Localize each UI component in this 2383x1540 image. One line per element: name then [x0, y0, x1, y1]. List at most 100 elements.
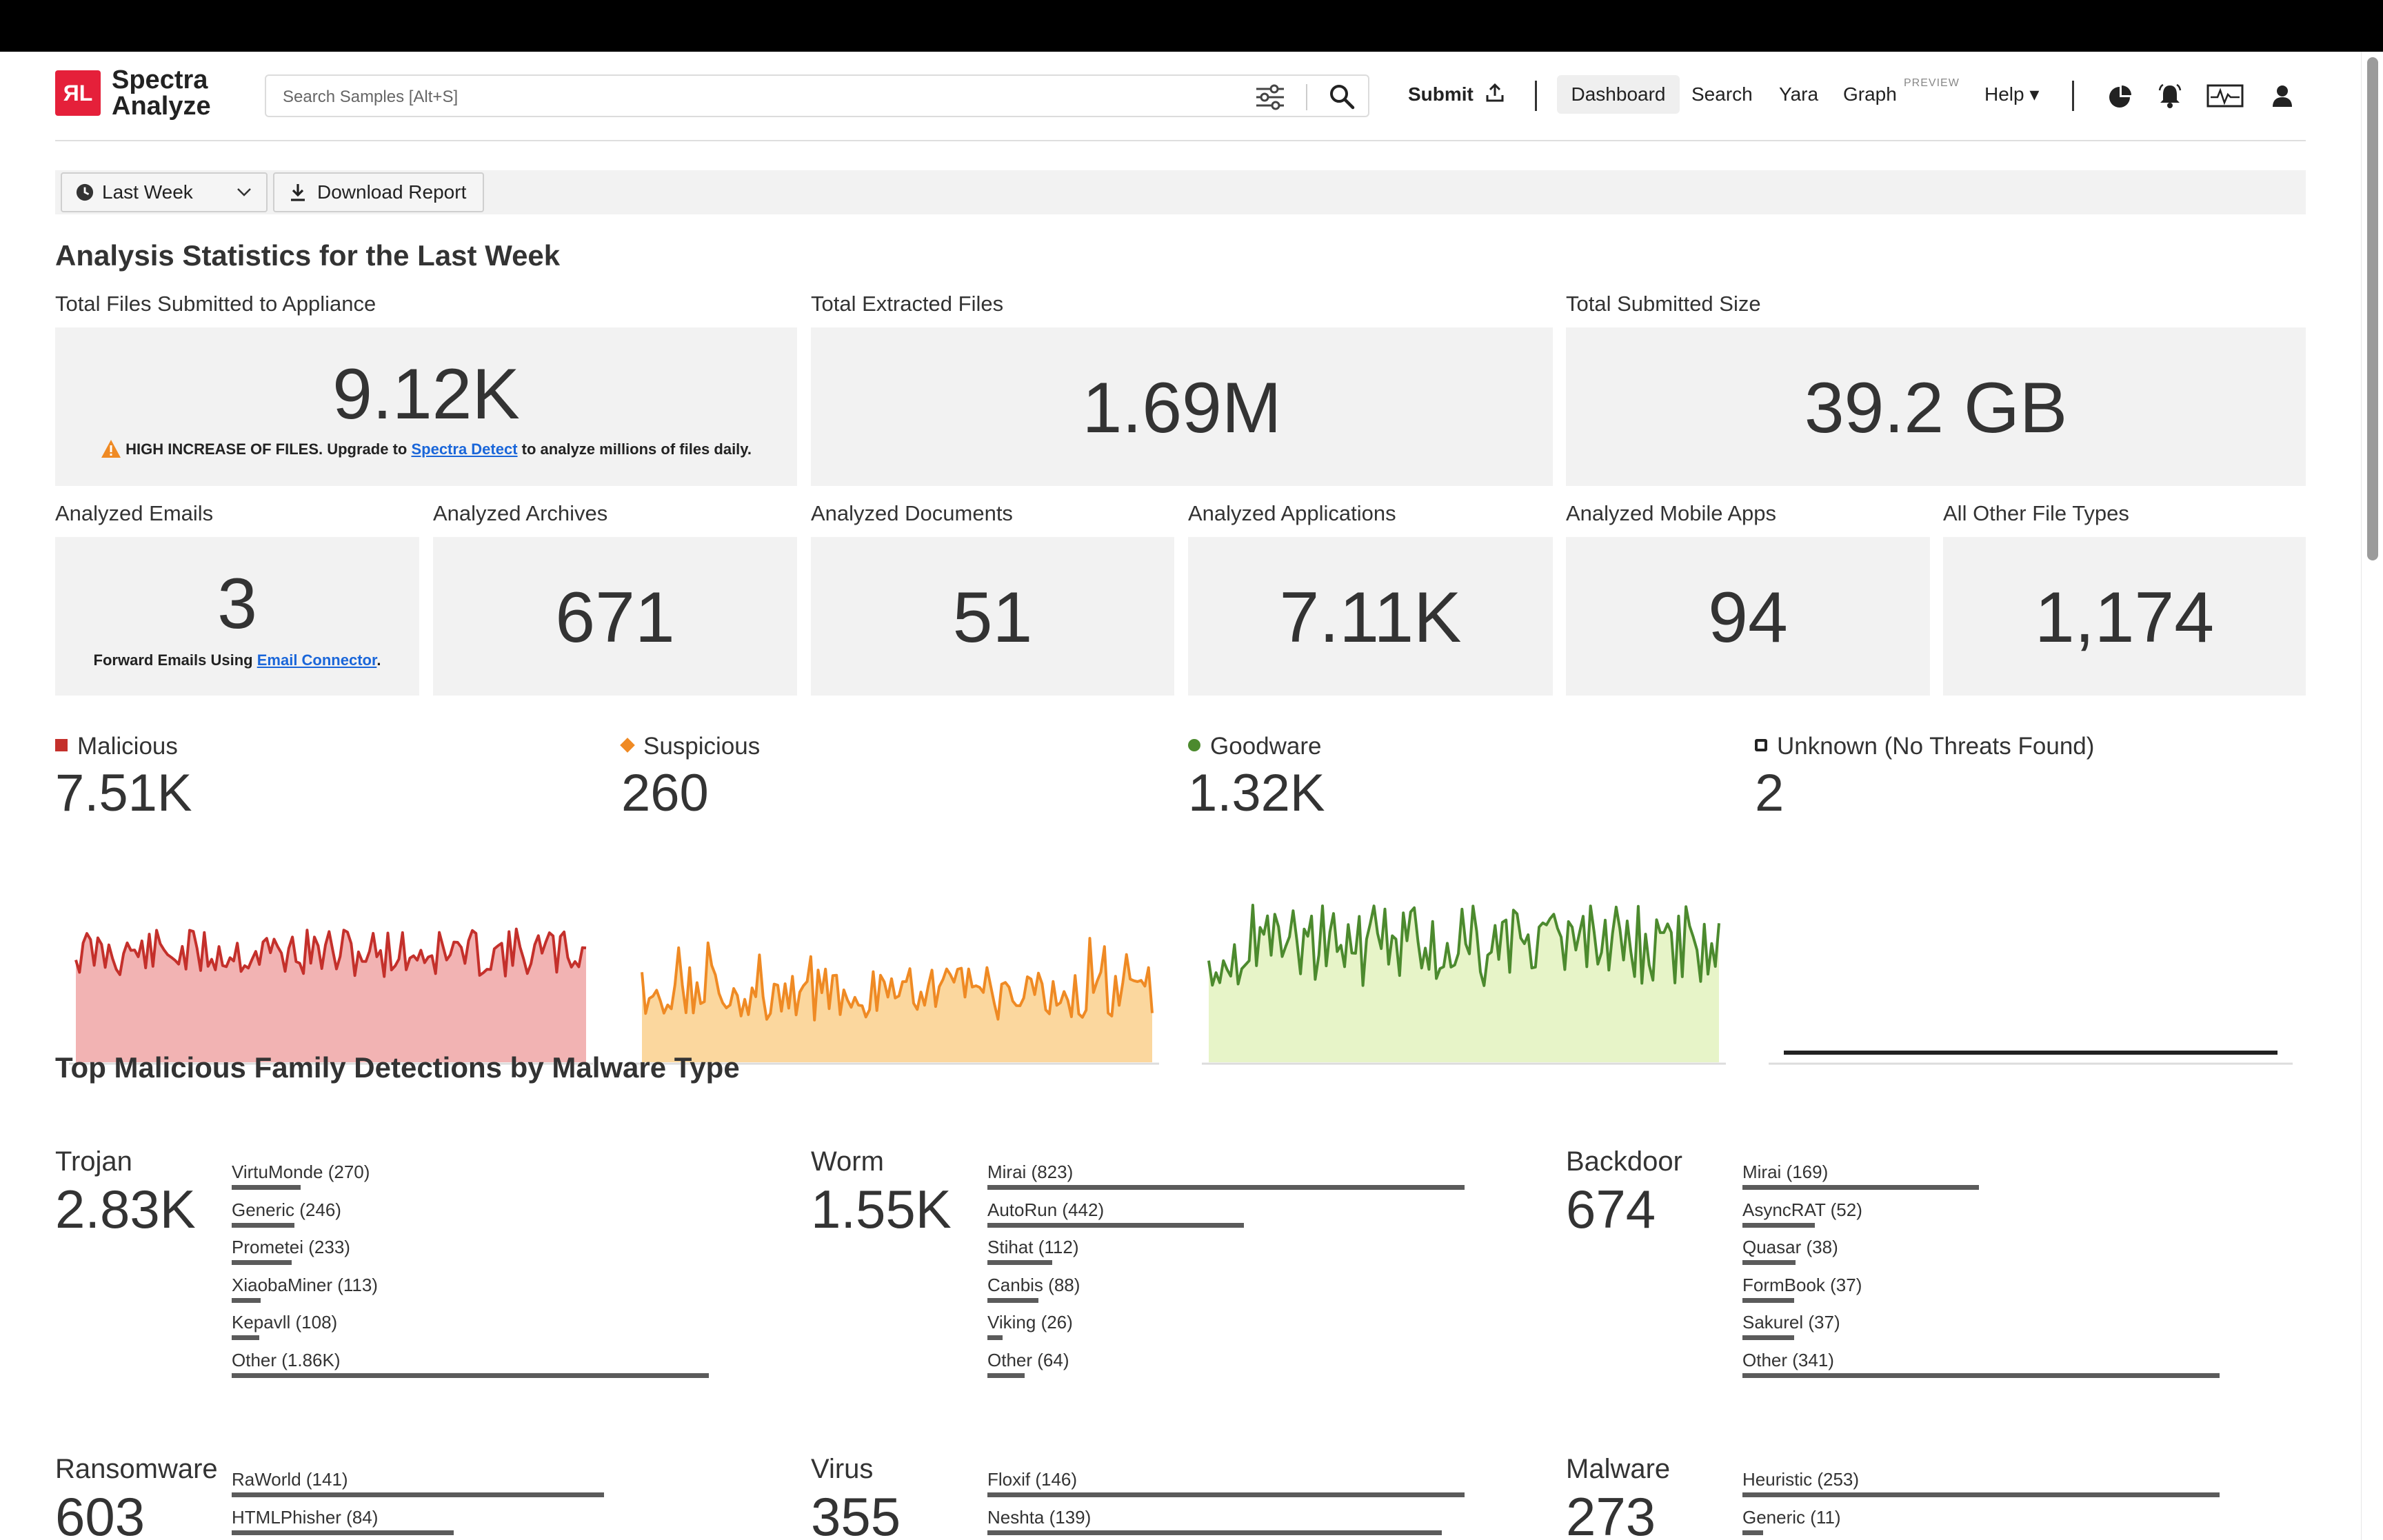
family-item-label[interactable]: Mirai (169)	[1742, 1162, 1829, 1182]
activity-monitor-icon[interactable]	[2206, 82, 2244, 110]
families-title: Top Malicious Family Detections by Malwa…	[55, 1051, 740, 1084]
family-item-label[interactable]: XiaobaMiner (113)	[232, 1274, 378, 1295]
extracted-files-card[interactable]: 1.69M	[811, 327, 1553, 486]
sparkline-line	[74, 927, 587, 978]
documents-card[interactable]: 51	[811, 537, 1174, 696]
filter-sliders-icon[interactable]	[1255, 84, 1285, 110]
mobile-apps-label: Analyzed Mobile Apps	[1566, 501, 1777, 525]
family-item-bar	[1742, 1492, 2220, 1497]
family-item-label[interactable]: HTMLPhisher (84)	[232, 1506, 379, 1528]
verdict-trend-sparkline	[635, 937, 1159, 1065]
submit-label: Submit	[1408, 83, 1474, 105]
family-item-label[interactable]: Generic (246)	[232, 1199, 341, 1220]
page-scrollbar[interactable]	[2361, 52, 2383, 1540]
family-item-bar	[1742, 1222, 1816, 1228]
family-item-bar	[232, 1372, 709, 1378]
time-range-dropdown[interactable]: Last Week	[61, 172, 268, 212]
family-item-label[interactable]: AsyncRAT (52)	[1742, 1199, 1862, 1220]
nav-graph[interactable]: Graph PREVIEW	[1843, 75, 1959, 114]
family-item-bar	[232, 1222, 295, 1228]
app-header: ЯL Spectra Analyze Submit	[0, 52, 2361, 141]
malware-type-count: 273	[1566, 1486, 1656, 1540]
family-item-bar	[1742, 1530, 1763, 1535]
nav-help-dropdown[interactable]: Help ▾	[1984, 83, 2040, 105]
family-item-label[interactable]: AutoRun (442)	[987, 1199, 1105, 1220]
applications-label: Analyzed Applications	[1188, 501, 1396, 525]
verdict-count: 7.51K	[55, 764, 192, 822]
family-item-label[interactable]: Generic (11)	[1742, 1506, 1841, 1528]
nav-dashboard[interactable]: Dashboard	[1557, 75, 1680, 114]
family-item-label[interactable]: Viking (26)	[987, 1312, 1073, 1333]
family-item-label[interactable]: FormBook (37)	[1742, 1274, 1862, 1295]
upload-icon	[1486, 83, 1504, 102]
bell-icon[interactable]	[2156, 82, 2184, 110]
family-item-bar	[232, 1297, 261, 1303]
submitted-size-value: 39.2 GB	[1804, 368, 2068, 448]
archives-card[interactable]: 671	[433, 537, 797, 696]
family-item-bar	[232, 1185, 301, 1190]
family-item-label[interactable]: VirtuMonde (270)	[232, 1162, 370, 1182]
family-item-label[interactable]: Neshta (139)	[987, 1506, 1092, 1528]
scrollbar-thumb[interactable]	[2367, 57, 2378, 560]
family-item-label[interactable]: Canbis (88)	[987, 1274, 1080, 1295]
verdict-marker-icon	[1188, 738, 1200, 751]
verdict-label-text: Goodware	[1210, 733, 1322, 760]
nav-search[interactable]: Search	[1691, 83, 1753, 105]
extracted-files-value: 1.69M	[1082, 368, 1282, 448]
logo-mark[interactable]: ЯL	[55, 70, 101, 116]
malware-type-label: Malware	[1566, 1454, 1671, 1484]
upgrade-note-text: HIGH INCREASE OF FILES. Upgrade to	[125, 440, 408, 458]
family-item-label[interactable]: Other (1.86K)	[232, 1349, 341, 1370]
family-item-label[interactable]: RaWorld (141)	[232, 1469, 348, 1490]
pie-chart-icon[interactable]	[2106, 82, 2133, 110]
family-item-label[interactable]: Mirai (823)	[987, 1162, 1074, 1182]
email-connector-note: Forward Emails Using Email Connector.	[55, 651, 419, 669]
submitted-size-card[interactable]: 39.2 GB	[1566, 327, 2306, 486]
email-connector-link[interactable]: Email Connector	[257, 651, 377, 669]
family-item-bar	[232, 1260, 292, 1265]
family-item-bar	[232, 1335, 260, 1340]
family-item-label[interactable]: Quasar (38)	[1742, 1237, 1838, 1257]
warning-icon	[101, 440, 121, 458]
sparkline-line	[1207, 904, 1720, 987]
verdict-label-text: Malicious	[77, 733, 178, 760]
family-item-label[interactable]: Sakurel (37)	[1742, 1312, 1840, 1333]
family-item-label[interactable]: Kepavll (108)	[232, 1312, 338, 1333]
email-note-text: Forward Emails Using	[93, 651, 253, 669]
mobile-apps-card[interactable]: 94	[1566, 537, 1930, 696]
emails-label: Analyzed Emails	[55, 501, 214, 525]
malware-type-label: Trojan	[55, 1146, 132, 1177]
spectra-detect-link[interactable]: Spectra Detect	[411, 440, 518, 458]
dashboard-toolbar: Last Week Download Report	[55, 170, 2306, 214]
family-item-label[interactable]: Heuristic (253)	[1742, 1469, 1860, 1490]
verdict-label: Unknown (No Threats Found)	[1755, 733, 2094, 760]
malware-type-count: 674	[1566, 1179, 1656, 1239]
total-files-card[interactable]: 9.12K HIGH INCREASE OF FILES. Upgrade to…	[55, 327, 797, 486]
family-item-label[interactable]: Other (341)	[1742, 1349, 1834, 1370]
family-item-bar	[987, 1185, 1465, 1190]
submit-button[interactable]: Submit	[1408, 75, 1505, 114]
nav-yara[interactable]: Yara	[1779, 83, 1819, 105]
family-item-label[interactable]: Prometei (233)	[232, 1237, 350, 1257]
family-item-label[interactable]: Floxif (146)	[987, 1469, 1078, 1490]
search-icon[interactable]	[1328, 83, 1356, 110]
chevron-down-icon	[237, 188, 251, 196]
total-files-label: Total Files Submitted to Appliance	[55, 292, 376, 316]
other-types-card[interactable]: 1,174	[1943, 537, 2306, 696]
download-report-button[interactable]: Download Report	[273, 172, 484, 212]
verdict-count: 1.32K	[1188, 764, 1325, 822]
search-bar	[265, 74, 1369, 117]
family-item-bar	[987, 1530, 1442, 1535]
family-item-label[interactable]: Stihat (112)	[987, 1237, 1079, 1257]
family-item-bar	[1742, 1185, 1980, 1190]
emails-card[interactable]: 3 Forward Emails Using Email Connector.	[55, 537, 419, 696]
family-item-bar	[987, 1335, 1003, 1340]
logo-wordmark[interactable]: Spectra Analyze	[112, 67, 211, 119]
download-icon	[291, 184, 305, 201]
search-input[interactable]	[281, 83, 1222, 112]
verdict-label: Suspicious	[620, 733, 760, 760]
user-icon[interactable]	[2269, 82, 2296, 110]
family-item-bar	[987, 1260, 1053, 1265]
family-item-label[interactable]: Other (64)	[987, 1349, 1069, 1370]
applications-card[interactable]: 7.11K	[1188, 537, 1553, 696]
